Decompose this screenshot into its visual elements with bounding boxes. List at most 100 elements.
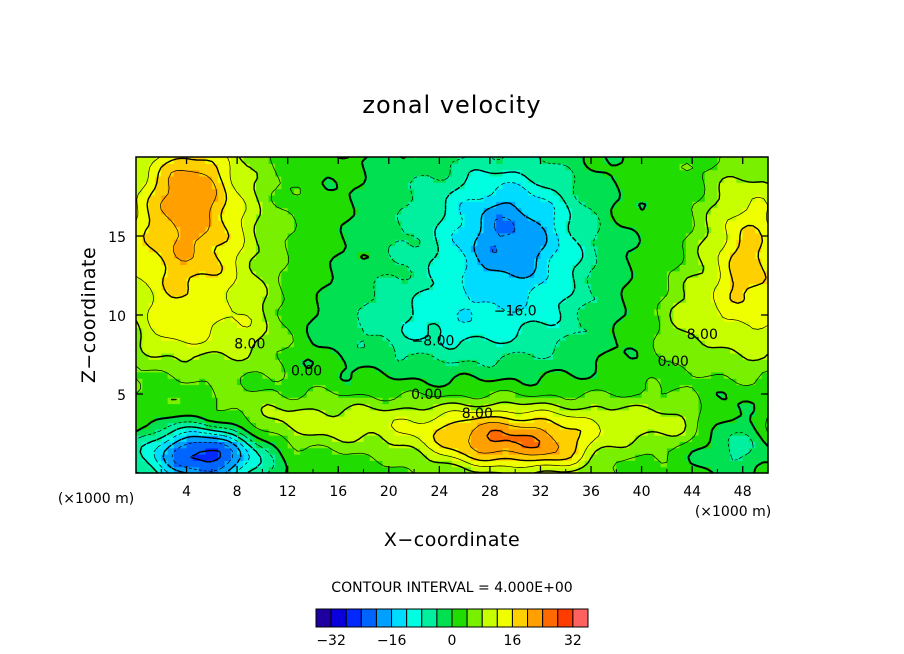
field-cell	[136, 466, 143, 474]
field-cell	[610, 226, 617, 234]
field-cell	[148, 371, 156, 379]
field-cell	[205, 315, 213, 322]
field-cell	[262, 346, 270, 354]
field-cell	[249, 384, 257, 392]
field-cell	[306, 397, 314, 405]
field-cell	[711, 169, 719, 177]
field-cell	[502, 466, 510, 474]
field-cell	[243, 258, 251, 266]
field-cell	[736, 308, 744, 316]
field-cell	[205, 327, 213, 335]
field-cell	[287, 239, 295, 247]
field-cell	[553, 220, 561, 228]
field-cell	[173, 327, 181, 335]
field-cell	[508, 251, 516, 259]
field-cell	[584, 428, 592, 436]
field-cell	[654, 188, 662, 196]
field-cell	[319, 239, 327, 247]
field-cell	[527, 340, 535, 348]
field-cell	[692, 289, 700, 297]
field-cell	[319, 428, 327, 436]
field-cell	[148, 277, 156, 284]
field-cell	[521, 302, 529, 310]
field-cell	[610, 264, 617, 272]
field-cell	[173, 378, 181, 386]
field-cell	[685, 157, 693, 164]
field-cell	[426, 352, 434, 360]
field-cell	[331, 175, 339, 183]
field-cell	[306, 245, 314, 253]
field-cell	[534, 302, 542, 310]
field-cell	[142, 308, 150, 316]
field-cell	[401, 409, 409, 417]
field-cell	[483, 397, 491, 405]
field-cell	[331, 359, 339, 367]
field-cell	[578, 277, 586, 284]
field-cell	[647, 245, 655, 253]
field-cell	[723, 220, 731, 228]
field-cell	[736, 315, 744, 322]
field-cell	[673, 416, 681, 424]
field-cell	[711, 157, 719, 164]
field-cell	[192, 346, 200, 354]
field-cell	[635, 169, 643, 177]
field-cell	[730, 220, 737, 228]
field-cell	[521, 213, 529, 221]
field-cell	[736, 447, 744, 455]
field-cell	[452, 397, 459, 405]
field-cell	[730, 397, 737, 405]
field-cell	[610, 270, 617, 278]
field-cell	[603, 239, 611, 247]
field-cell	[395, 416, 403, 424]
field-cell	[218, 454, 226, 461]
field-cell	[363, 416, 371, 424]
field-cell	[660, 435, 668, 442]
field-cell	[319, 321, 327, 329]
field-cell	[199, 201, 207, 209]
field-cell	[489, 258, 497, 266]
field-cell	[527, 163, 535, 171]
field-cell	[249, 447, 257, 455]
field-cell	[565, 441, 573, 449]
field-cell	[534, 333, 542, 341]
field-cell	[426, 289, 434, 297]
field-cell	[230, 460, 238, 468]
field-cell	[262, 352, 270, 360]
field-cell	[591, 340, 598, 348]
field-cell	[331, 409, 339, 417]
field-cell	[319, 157, 327, 164]
field-cell	[553, 435, 561, 442]
field-cell	[464, 163, 472, 171]
field-cell	[401, 302, 409, 310]
field-cell	[730, 270, 737, 278]
field-cell	[338, 403, 346, 411]
field-cell	[224, 169, 232, 177]
field-cell	[167, 384, 175, 392]
field-cell	[186, 201, 194, 209]
field-cell	[294, 245, 301, 253]
field-cell	[452, 416, 459, 424]
field-cell	[679, 422, 687, 430]
field-cell	[578, 435, 586, 442]
field-cell	[470, 302, 478, 310]
field-cell	[161, 460, 169, 468]
field-cell	[167, 365, 175, 373]
field-cell	[414, 428, 421, 436]
field-cell	[414, 403, 421, 411]
field-cell	[376, 384, 384, 392]
field-cell	[211, 264, 219, 272]
field-cell	[154, 346, 162, 354]
field-cell	[654, 447, 662, 455]
field-cell	[300, 302, 308, 310]
field-cell	[483, 441, 491, 449]
field-cell	[230, 333, 238, 341]
field-cell	[173, 213, 181, 221]
field-cell	[584, 277, 592, 284]
field-cell	[382, 447, 390, 455]
field-cell	[660, 327, 668, 335]
field-cell	[628, 346, 636, 354]
field-cell	[654, 378, 662, 386]
field-cell	[338, 277, 346, 284]
field-cell	[426, 378, 434, 386]
field-cell	[673, 327, 681, 335]
